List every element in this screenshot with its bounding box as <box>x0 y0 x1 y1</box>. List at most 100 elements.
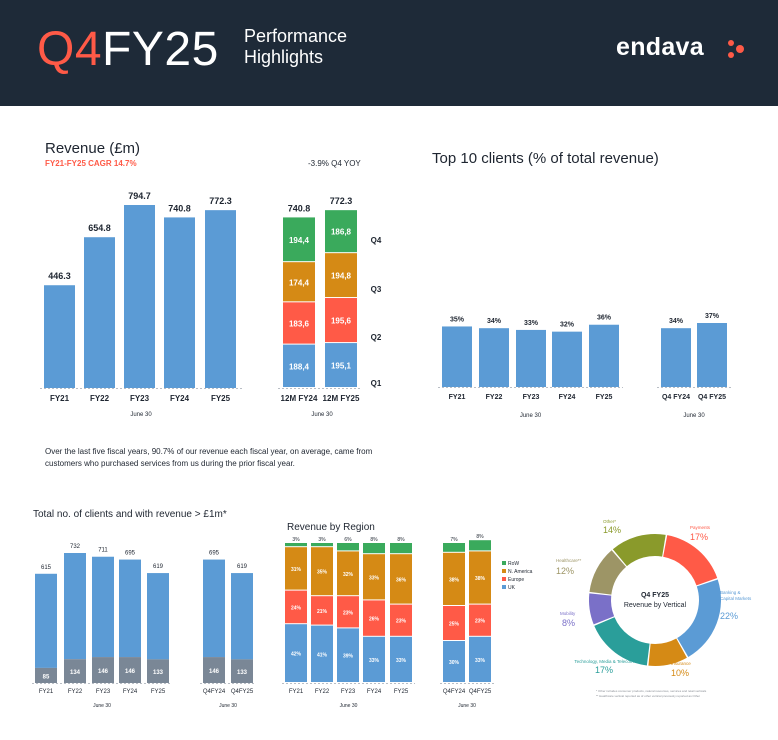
region-row-label: 6% <box>344 537 352 543</box>
vertical-slice-label: Healthcare** <box>556 558 582 563</box>
clients-over1m-label: 146 <box>209 669 220 675</box>
vertical-slice-label: Banking & Capital Markets <box>720 590 752 601</box>
clients-tick-label: FY25 <box>151 689 166 695</box>
clients-total-bar <box>92 557 114 657</box>
region-row-label: 8% <box>370 537 378 543</box>
region-segment-row <box>469 540 491 550</box>
vertical-footnote: * Other includes consumer products, natu… <box>596 689 707 693</box>
region-segment-row <box>363 543 385 553</box>
top10-xlabel: June 30 <box>520 413 542 419</box>
top10-tick-label: FY21 <box>449 394 466 401</box>
revenue-tick-label: FY25 <box>211 394 231 403</box>
clients-xlabel: June 30 <box>219 703 237 709</box>
region-segment-row <box>285 543 307 546</box>
quarter-name-label: Q2 <box>371 333 382 342</box>
quarter-total-label: 772.3 <box>330 196 353 206</box>
top10-tick-label: Q4 FY24 <box>662 394 690 401</box>
vertical-pct-label: 17% <box>690 532 708 542</box>
vertical-center-title: Q4 FY25 <box>641 592 669 599</box>
revenue-tick-label: FY22 <box>90 394 110 403</box>
clients-over1m-label: 134 <box>70 670 81 676</box>
quarter-value-label: 194,8 <box>331 272 352 281</box>
clients-total-label: 695 <box>209 551 220 557</box>
region-value-label: 38% <box>475 576 486 582</box>
vertical-slice <box>677 579 721 657</box>
revenue-bar <box>205 210 236 388</box>
clients-total-bar <box>203 560 225 658</box>
quarter-value-label: 195,1 <box>331 362 352 371</box>
region-value-label: 39% <box>343 654 354 660</box>
vertical-slice-label: Mobility <box>560 611 576 616</box>
vertical-pct-label: 12% <box>556 566 574 576</box>
region-row-label: 8% <box>397 537 405 543</box>
vertical-pct-label: 14% <box>603 525 621 535</box>
region-value-label: 33% <box>475 658 486 664</box>
vertical-slice-label: Insurance <box>671 661 691 666</box>
region-row-label: 7% <box>450 537 458 543</box>
region-value-label: 23% <box>343 610 354 616</box>
top10-tick-label: FY22 <box>486 394 503 401</box>
quarter-value-label: 186,8 <box>331 228 352 237</box>
revenue-value-label: 654.8 <box>88 223 111 233</box>
region-segment-row <box>311 543 333 546</box>
region-value-label: 23% <box>475 619 486 625</box>
clients-tick-label: FY21 <box>39 689 54 695</box>
clients-total-bar <box>64 553 86 659</box>
region-value-label: 35% <box>317 570 328 576</box>
region-tick-label: Q4FY25 <box>469 689 492 695</box>
clients-total-bar <box>35 574 57 668</box>
region-value-label: 42% <box>291 652 302 658</box>
region-value-label: 21% <box>317 609 328 615</box>
top10-bar <box>661 328 691 387</box>
top10-value-label: 37% <box>705 313 720 320</box>
region-value-label: 33% <box>369 658 380 664</box>
clients-tick-label: Q4FY24 <box>203 689 226 695</box>
region-value-label: 41% <box>317 652 328 658</box>
revenue-value-label: 772.3 <box>209 196 232 206</box>
vertical-slice-label: Payments <box>690 525 711 530</box>
top10-bar <box>479 328 509 387</box>
revenue-tick-label: FY23 <box>130 394 150 403</box>
clients-over1m-label: 133 <box>237 670 248 676</box>
region-value-label: 32% <box>343 572 354 578</box>
region-row-label: 3% <box>292 537 300 543</box>
clients-total-label: 619 <box>153 564 164 570</box>
region-tick-label: FY22 <box>315 689 330 695</box>
top10-bar <box>516 330 546 387</box>
region-value-label: 26% <box>369 617 380 623</box>
region-value-label: 30% <box>449 660 460 666</box>
clients-over1m-label: 85 <box>43 674 50 680</box>
region-value-label: 38% <box>449 577 460 583</box>
vertical-slice <box>663 535 717 585</box>
region-legend-label: N. America <box>508 569 533 575</box>
quarter-name-label: Q4 <box>371 236 382 245</box>
revenue-bar <box>84 237 115 388</box>
top10-value-label: 36% <box>597 315 612 322</box>
clients-total-bar <box>119 560 141 658</box>
region-legend-label: UK <box>508 585 516 591</box>
vertical-pct-label: 8% <box>562 618 575 628</box>
quarter-value-label: 194,4 <box>289 236 310 245</box>
top10-xlabel: June 30 <box>683 413 705 419</box>
top10-bar <box>442 326 472 387</box>
region-tick-label: FY25 <box>394 689 409 695</box>
revenue-xlabel: June 30 <box>130 412 152 418</box>
top10-tick-label: FY24 <box>559 394 576 401</box>
region-segment-row <box>337 543 359 550</box>
quarter-total-label: 740.8 <box>288 203 311 213</box>
clients-over1m-label: 146 <box>98 669 109 675</box>
region-value-label: 36% <box>396 577 407 583</box>
clients-over1m-label: 133 <box>153 670 164 676</box>
quarter-value-label: 188,4 <box>289 362 310 371</box>
region-tick-label: Q4FY24 <box>443 689 466 695</box>
top10-value-label: 34% <box>487 318 502 325</box>
quarter-name-label: Q1 <box>371 379 382 388</box>
region-legend-swatch <box>502 577 506 581</box>
clients-total-label: 695 <box>125 551 136 557</box>
quarter-value-label: 174,4 <box>289 278 310 287</box>
quarter-name-label: Q3 <box>371 285 382 294</box>
clients-total-label: 711 <box>98 548 108 554</box>
vertical-slice-label: Other* <box>603 519 616 524</box>
region-value-label: 31% <box>291 567 302 573</box>
clients-total-bar <box>231 573 253 659</box>
